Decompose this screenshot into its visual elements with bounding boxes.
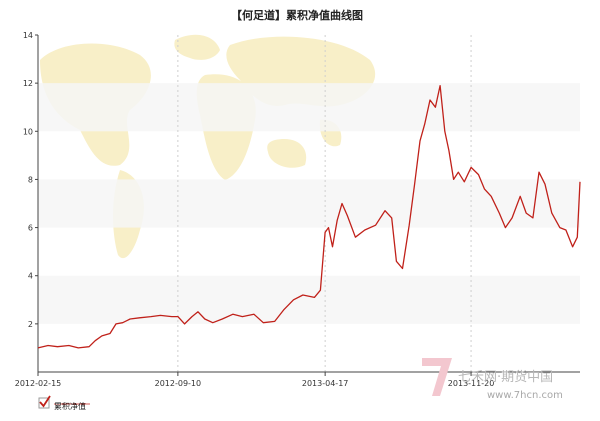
- grid-band: [38, 83, 580, 132]
- vertical-grid: [177, 35, 472, 372]
- x-tick-label: 2013-04-17: [302, 379, 349, 388]
- y-tick-label: 12: [23, 79, 33, 88]
- grid-band: [38, 275, 580, 324]
- y-tick-label: 4: [28, 272, 33, 281]
- watermark-logo-icon: [422, 358, 452, 396]
- y-tick-label: 2: [28, 320, 33, 329]
- y-tick-label: 8: [28, 175, 33, 184]
- watermark-brand: 七禾网·期货中国: [458, 369, 553, 385]
- x-axis-ticks: 2012-02-15 2012-09-10 2013-04-17 2013-11-20: [15, 372, 495, 388]
- chart-title: 【何足道】累积净值曲线图: [231, 8, 363, 22]
- x-tick-label: 2012-09-10: [155, 379, 202, 388]
- y-tick-label: 6: [28, 224, 33, 233]
- y-tick-label: 14: [23, 31, 33, 40]
- check-icon: [39, 395, 51, 408]
- x-tick-label: 2013-11-20: [448, 379, 495, 388]
- watermark-url: www.7hcn.com: [487, 390, 563, 401]
- watermark: 七禾网·期货中国 www.7hcn.com: [422, 358, 563, 401]
- y-tick-label: 10: [23, 127, 33, 136]
- x-tick-label: 2012-02-15: [15, 379, 62, 388]
- grid-bands: [38, 83, 580, 324]
- grid-band: [38, 179, 580, 228]
- legend[interactable]: 累积净值: [38, 395, 90, 411]
- legend-checkbox[interactable]: [38, 397, 50, 409]
- legend-label: 累积净值: [54, 401, 86, 411]
- y-axis-ticks: 2 4 6 8 10 12 14: [23, 31, 38, 329]
- series-line-nav: [37, 84, 581, 349]
